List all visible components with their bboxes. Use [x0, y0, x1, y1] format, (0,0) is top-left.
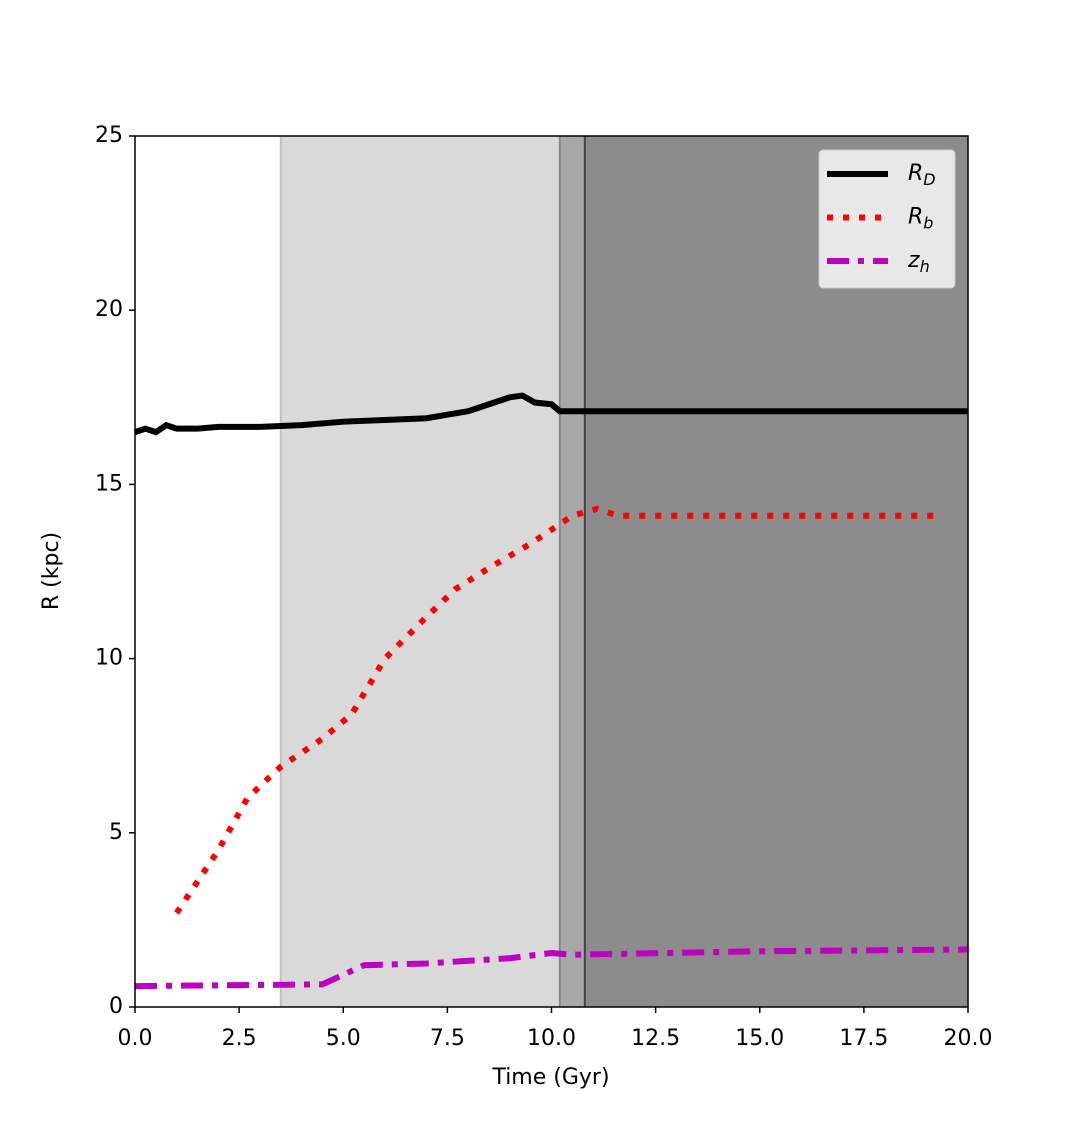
legend-subscript: h: [920, 257, 930, 276]
legend-label: Rb: [908, 205, 933, 233]
shaded-span: [559, 136, 585, 1007]
x-tick-label: 5.0: [326, 1026, 361, 1051]
x-tick-label: 20.0: [944, 1026, 993, 1051]
y-tick-label: 0: [109, 994, 123, 1019]
y-tick-label: 10: [95, 646, 123, 671]
y-tick-label: 20: [95, 297, 123, 322]
series-line: [134, 946, 969, 990]
series-line: [134, 392, 968, 436]
legend-name: R: [908, 161, 923, 186]
shaded-span: [280, 136, 560, 1007]
x-tick-label: 17.5: [839, 1026, 888, 1051]
x-tick-label: 7.5: [430, 1026, 465, 1051]
x-tick-label: 0.0: [118, 1026, 153, 1051]
legend-name: z: [907, 248, 920, 273]
legend-subscript: D: [923, 170, 935, 189]
legend-box: [818, 149, 956, 289]
x-tick-label: 15.0: [735, 1026, 784, 1051]
y-axis-label: R (kpc): [39, 532, 64, 610]
y-tick-label: 15: [95, 471, 123, 496]
legend-name: R: [908, 205, 923, 230]
legend-label: RD: [908, 161, 936, 189]
y-tick-label: 25: [95, 123, 123, 148]
y-tick-label: 5: [109, 820, 123, 845]
x-axis-label: Time (Gyr): [491, 1065, 609, 1090]
x-tick-label: 12.5: [631, 1026, 680, 1051]
legend-label: zh: [907, 248, 930, 276]
x-tick-label: 2.5: [222, 1026, 257, 1051]
legend-subscript: b: [923, 213, 933, 232]
x-tick-label: 10.0: [527, 1026, 576, 1051]
